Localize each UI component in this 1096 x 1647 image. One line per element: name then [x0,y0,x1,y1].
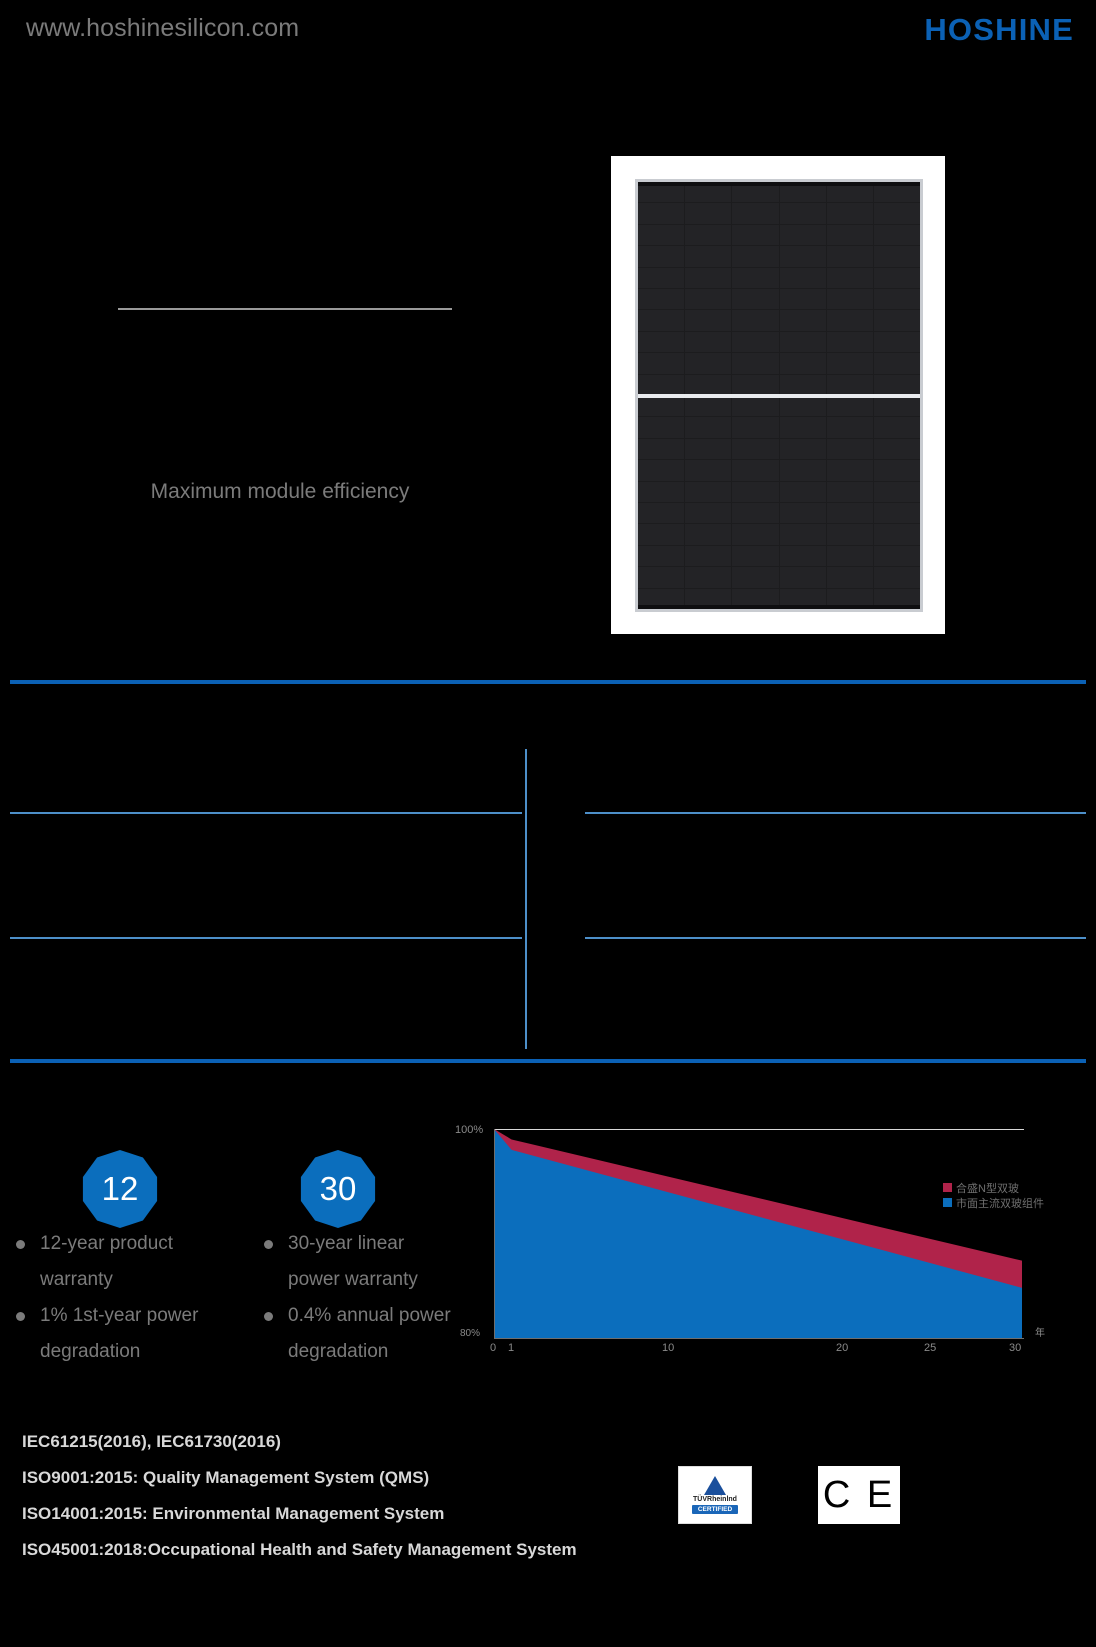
chart-x-axis [494,1338,1024,1339]
cert-line-2: ISO9001:2015: Quality Management System … [22,1468,430,1487]
bullet-text: 30-year linear [288,1233,405,1254]
chart-xtick-20: 20 [836,1342,849,1354]
panel-cell-grid [638,182,920,609]
list-item: 1% 1st-year power [14,1298,244,1334]
panel-center-busbar [638,393,920,398]
warranty-badge-12: 12 [82,1150,158,1228]
solar-panel-photo [611,156,945,634]
site-url[interactable]: www.hoshinesilicon.com [26,14,300,42]
chart-y-axis [494,1129,495,1339]
legend-label-red: 合盛N型双玻 [956,1182,1019,1195]
bullet-text-cont: degradation [40,1341,141,1362]
bullet-text: 0.4% annual power [288,1305,451,1326]
certification-logos: TÜVRheinlnd CERTIFIED C E [678,1466,938,1528]
chart-xtick-10: 10 [662,1342,675,1354]
warranty-bullets-left: 12-year product warranty 1% 1st-year pow… [14,1226,244,1370]
page-header: www.hoshinesilicon.com HOSHINE [0,0,1096,58]
tuv-triangle-icon [704,1476,726,1495]
cert-line-4: ISO45001:2018:Occupational Health and Sa… [22,1540,577,1559]
degradation-chart: 100% 80% 0 1 10 20 25 30 年 合盛N型双玻 市面主流双玻… [455,1118,1045,1368]
cert-line-3: ISO14001:2015: Environmental Management … [22,1504,445,1523]
hero-divider [118,308,452,310]
legend-item-blue: 市面主流双玻组件 [943,1195,1044,1210]
panel-top-edge [638,182,920,186]
brand-logo: HOSHINE [924,12,1074,47]
legend-item-red: 合盛N型双玻 [943,1180,1044,1195]
ce-mark-logo: C E [818,1466,900,1524]
list-item: 0.4% annual power [262,1298,492,1334]
chart-ytick-top: 100% [455,1124,484,1136]
panel-bottom-edge [638,605,920,609]
certification-list: IEC61215(2016), IEC61730(2016) ISO9001:2… [22,1424,722,1568]
bullet-dot-icon [16,1240,25,1249]
legend-swatch-red [943,1183,952,1192]
warranty-bullets-right: 30-year linear power warranty 0.4% annua… [262,1226,492,1370]
spec-divider-right-1 [585,812,1086,814]
bullet-text-cont: power warranty [288,1269,418,1290]
spec-divider-bottom [10,1059,1086,1063]
list-item: 12-year product [14,1226,244,1262]
warranty-badge-30: 30 [300,1150,376,1228]
list-item: 30-year linear [262,1226,492,1262]
tuv-logo-name: TÜVRheinlnd [693,1496,737,1503]
spec-divider-right-2 [585,937,1086,939]
cert-line-1: IEC61215(2016), IEC61730(2016) [22,1432,281,1451]
chart-xtick-1: 1 [508,1342,515,1354]
chart-area-plot [494,1129,1022,1338]
spec-divider-vertical [525,749,527,1049]
chart-xtick-30: 30 [1009,1342,1022,1354]
legend-swatch-blue [943,1198,952,1207]
warranty-badge-12-number: 12 [101,1170,139,1207]
tuv-certified-badge: CERTIFIED [691,1505,739,1514]
bullet-dot-icon [16,1312,25,1321]
spec-divider-top [10,680,1086,684]
chart-x-unit-label: 年 [1035,1328,1045,1339]
series-area-blue [494,1129,1022,1338]
bullet-text-cont: degradation [288,1341,389,1362]
chart-xtick-25: 25 [924,1342,937,1354]
chart-legend: 合盛N型双玻 市面主流双玻组件 [943,1180,1044,1210]
panel-frame [635,179,923,612]
legend-label-blue: 市面主流双玻组件 [956,1197,1044,1210]
spec-divider-left-2 [10,937,522,939]
spec-divider-left-1 [10,812,522,814]
chart-ytick-bottom: 80% [460,1328,481,1339]
bullet-text: 1% 1st-year power [40,1305,199,1326]
chart-top-gridline [494,1129,1024,1130]
bullet-text-cont: warranty [40,1269,113,1290]
bullet-dot-icon [264,1240,273,1249]
warranty-badge-30-number: 30 [319,1170,357,1207]
bullet-text: 12-year product [40,1233,174,1254]
hero-section: Maximum module efficiency [0,58,1096,658]
tuv-rheinland-logo: TÜVRheinlnd CERTIFIED [678,1466,752,1524]
bullet-dot-icon [264,1312,273,1321]
hero-efficiency-label: Maximum module efficiency [150,480,410,503]
chart-xtick-0: 0 [490,1342,497,1354]
